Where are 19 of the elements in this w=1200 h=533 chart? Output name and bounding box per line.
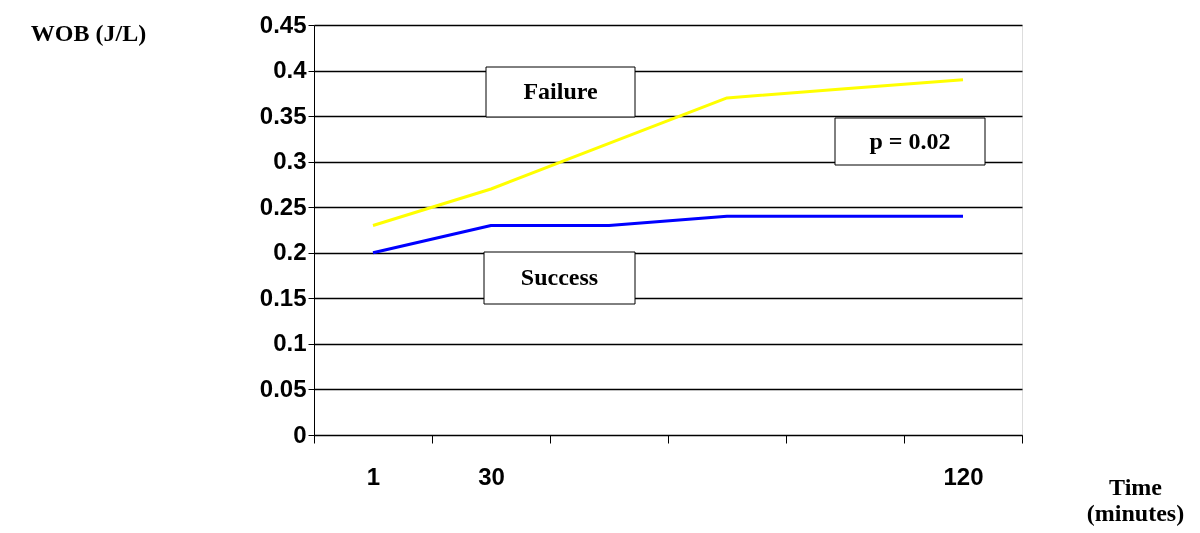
y-axis-title: WOB (J/L) [30,19,147,46]
y-tick-label: 0.05 [259,374,307,402]
x-tick-label: 30 [478,462,505,490]
annotation: p = 0.02 [869,127,951,154]
y-tick-label: 0.2 [273,238,307,266]
y-tick-label: 0.15 [259,283,307,311]
y-tick-label: 0.35 [259,101,307,129]
line-series [371,78,965,227]
y-tick-label: 0.45 [259,10,307,38]
series-label: Failure [523,78,598,104]
y-tick-label: 0.4 [273,56,308,84]
x-tick-label: 1 [366,462,381,490]
y-tick-label: 0.1 [273,329,307,357]
series-label: Success [520,264,599,290]
x-axis-title: Time (minutes) [1086,473,1185,526]
y-tick-label: 0.25 [259,192,307,220]
x-tick-label: 120 [943,462,984,490]
y-tick-label: 0 [293,420,307,448]
y-tick-label: 0.3 [273,147,307,175]
